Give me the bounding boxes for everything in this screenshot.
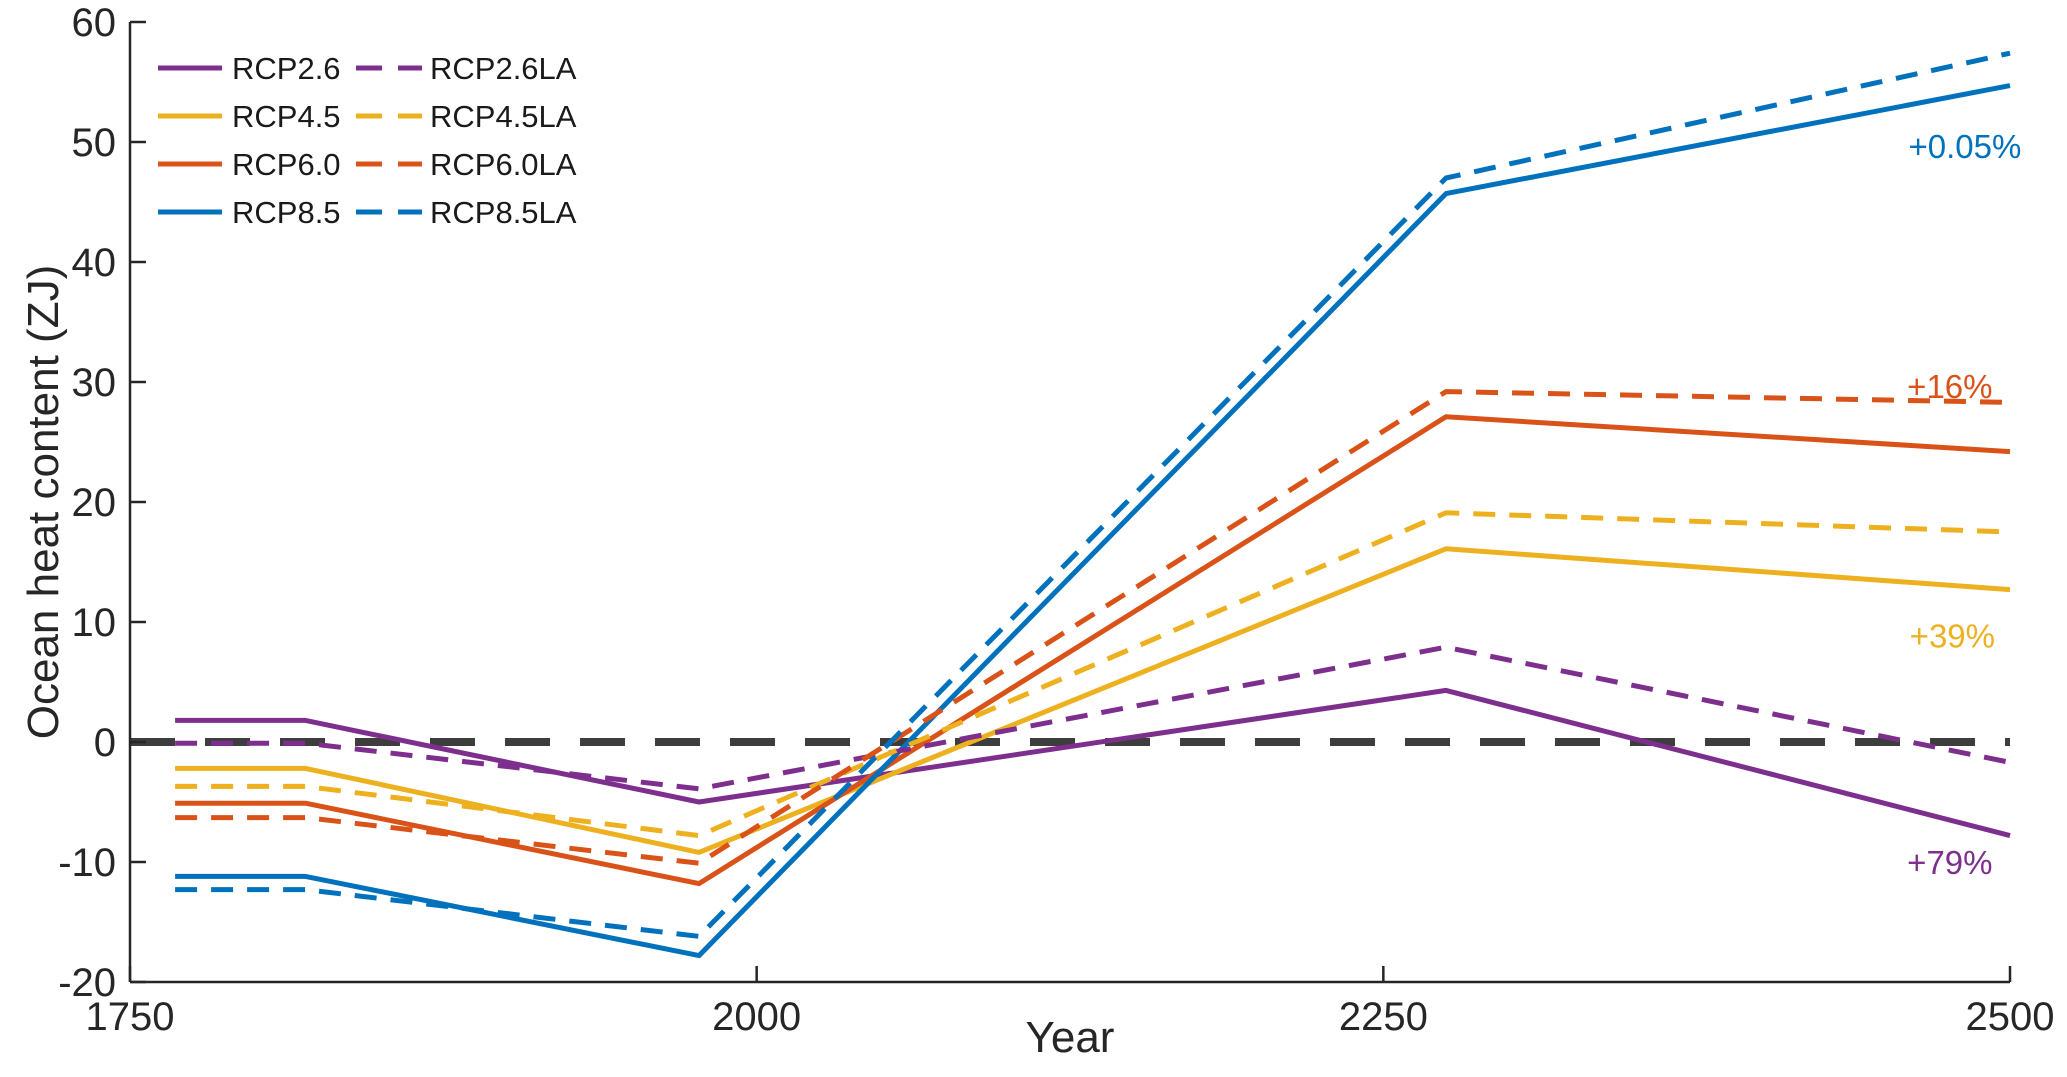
x-axis-title: Year (1025, 1013, 1115, 1062)
annotation-16: +16% (1907, 368, 1992, 405)
legend-label-RCP2.6LA: RCP2.6LA (430, 51, 577, 86)
x-tick-label: 2500 (1966, 995, 2055, 1039)
legend-label-RCP2.6: RCP2.6 (232, 51, 341, 86)
series-line-RCP2.6 (175, 687, 2011, 839)
annotation-79: +79% (1907, 844, 1992, 881)
series-line-RCP4.5LA (175, 510, 2011, 839)
legend-label-RCP8.5LA: RCP8.5LA (430, 195, 577, 230)
y-tick-label: 40 (72, 241, 117, 285)
y-tick-label: 30 (72, 361, 117, 405)
y-tick-label: 20 (72, 481, 117, 525)
y-axis-title: Ocean heat content (ZJ) (19, 264, 68, 740)
legend-label-RCP4.5: RCP4.5 (232, 99, 341, 134)
series-line-RCP2.6LA (175, 644, 2011, 792)
series-line-RCP4.5 (175, 546, 2011, 855)
series-line-RCP6.0LA (175, 389, 2011, 866)
legend-label-RCP8.5: RCP8.5 (232, 195, 341, 230)
legend-label-RCP4.5LA: RCP4.5LA (430, 99, 577, 134)
y-tick-label: 10 (72, 601, 117, 645)
series-line-RCP6.0 (175, 414, 2011, 887)
legend-label-RCP6.0LA: RCP6.0LA (430, 147, 577, 182)
annotation-0.05: +0.05% (1908, 128, 2021, 165)
x-tick-label: 2000 (712, 995, 801, 1039)
legend-label-RCP6.0: RCP6.0 (232, 147, 341, 182)
y-tick-label: 50 (72, 121, 117, 165)
y-tick-label: 60 (72, 1, 117, 45)
annotation-39: +39% (1910, 617, 1995, 654)
x-tick-label: 2250 (1339, 995, 1428, 1039)
y-tick-label: -20 (58, 961, 116, 1005)
y-tick-label: -10 (58, 841, 116, 885)
x-tick-label: 1750 (86, 995, 175, 1039)
series-line-RCP8.5LA (175, 50, 2011, 939)
y-tick-label: 0 (94, 721, 116, 765)
series-line-RCP8.5 (175, 83, 2011, 959)
